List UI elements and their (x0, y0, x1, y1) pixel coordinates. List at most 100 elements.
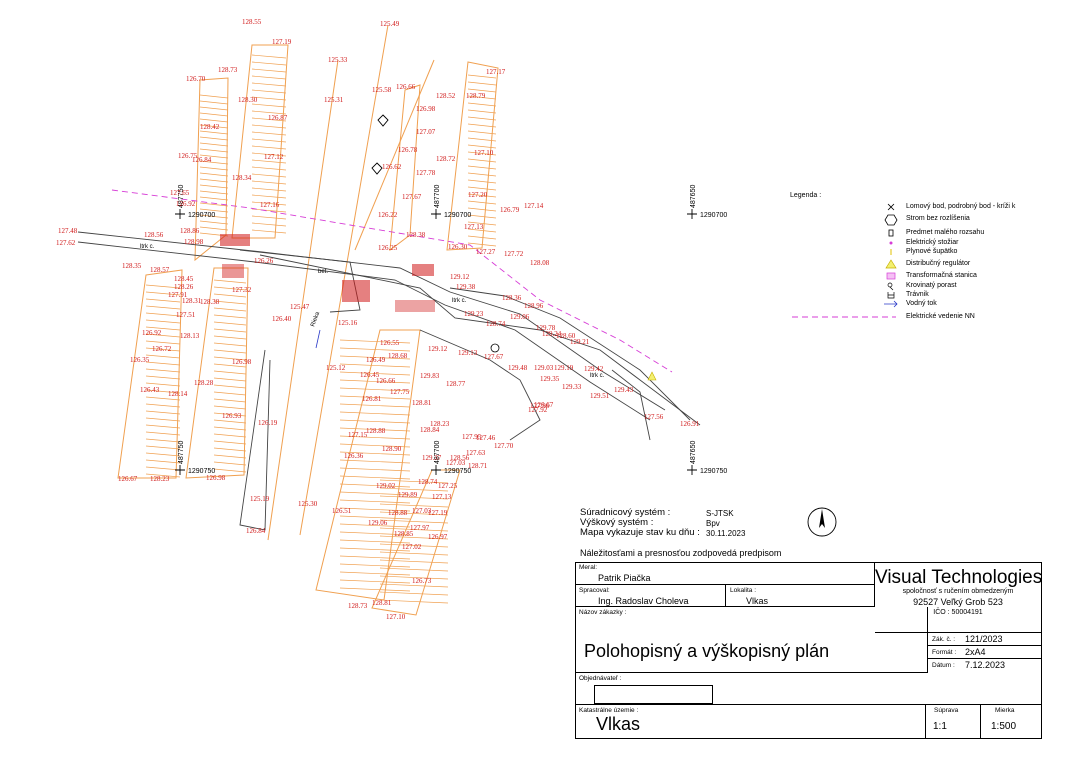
hatch-line (199, 106, 229, 111)
hatch-line (199, 100, 229, 105)
hatch-line (145, 298, 181, 303)
spot-height-label: 126.26 (254, 257, 274, 265)
hatch-line (251, 75, 287, 80)
spot-height-label: 129.03 (534, 364, 554, 372)
hatch-line (339, 387, 411, 392)
spot-height-label: 125.58 (372, 86, 392, 94)
spot-height-label: 129.35 (540, 375, 560, 383)
spot-height-label: 128.73 (218, 66, 238, 74)
electric-pole-icon (884, 238, 898, 248)
spot-heights: 128.55 127.19 125.49 125.33 128.73 126.70 128.… (56, 18, 700, 621)
spot-height-label: 128.74 (418, 478, 438, 486)
legend-label: Transformačná stanica (906, 272, 977, 279)
hatch-line (467, 228, 497, 233)
spot-height-label: 126.91 (680, 420, 700, 428)
hatch-line (213, 349, 247, 354)
tree-hexagon-icon (377, 114, 389, 127)
hatch-line (339, 355, 411, 360)
hatch-line (145, 473, 181, 478)
grid-x-label: 487650 (690, 441, 697, 464)
hatch-line (467, 151, 497, 156)
road-edge (259, 254, 701, 426)
hatch-line (467, 137, 497, 142)
hatch-line (213, 461, 247, 466)
hatch-line (213, 454, 247, 459)
spracoval-cell: Spracoval: Ing. Radoslav Choleva (576, 585, 726, 607)
spot-height-label: 127.62 (56, 239, 76, 247)
spot-height-label: 125.16 (338, 319, 358, 327)
spot-height-label: 128.56 (450, 454, 470, 462)
spot-height-label: 128.84 (420, 426, 440, 434)
spot-height-label: 128.13 (180, 332, 200, 340)
legend-item: Transformačná stanica (790, 271, 1030, 281)
grid-cross-icon (175, 209, 185, 219)
spot-height-label: 128.38 (200, 298, 220, 306)
hatch-line (339, 371, 411, 376)
spot-height-label: 128.57 (150, 266, 170, 274)
spot-height-label: 128.23 (430, 420, 450, 428)
spot-height-label: 126.92 (142, 329, 162, 337)
hatch-line (379, 551, 449, 556)
hatch-line (339, 443, 411, 448)
hatch-line (199, 166, 229, 171)
spot-height-label: 125.31 (324, 96, 344, 104)
map-annotations: ltrk c. bet. ltrk c. ltrk c. Rieka (140, 244, 605, 379)
legend-label: Strom bez rozlíšenia (906, 215, 970, 222)
spot-height-label: 129.89 (398, 491, 418, 499)
spot-height-label: 128.34 (232, 174, 252, 182)
spot-height-label: 126.45 (360, 371, 380, 379)
hatch-line (145, 452, 181, 457)
hatch-line (251, 96, 287, 101)
lokalita-cell: Lokalita : Vlkas (726, 585, 875, 607)
hatch-line (251, 187, 287, 192)
hatch-line (379, 591, 449, 596)
spot-height-label: 127.10 (474, 149, 494, 157)
hatch-line (213, 426, 247, 431)
spot-height-label: 129.02 (376, 482, 396, 490)
hatch-line (145, 424, 181, 429)
spot-height-label: 128.56 (144, 231, 164, 239)
spot-height-label: 126.87 (268, 114, 288, 122)
hatch-line (251, 82, 287, 87)
datum-cell: Dátum : 7.12.2023 (928, 659, 1041, 673)
spot-height-label: 127.03 (412, 507, 432, 515)
hatch-line (251, 215, 287, 220)
hatch-line (199, 172, 229, 177)
hatch-line (213, 363, 247, 368)
spot-height-label: 126.97 (428, 533, 448, 541)
spot-height-label: 128.60 (556, 332, 576, 340)
hatch-line (199, 94, 229, 99)
hatch-line (251, 131, 287, 136)
spot-height-label: 126.25 (378, 244, 398, 252)
datum-value: 7.12.2023 (965, 660, 1006, 670)
spot-height-label: 126.30 (448, 243, 468, 251)
spot-height-label: 126.79 (500, 206, 520, 214)
spot-height-label: 128.08 (530, 259, 550, 267)
spot-height-label: 127.19 (428, 509, 448, 517)
hatch-line (339, 491, 411, 496)
spot-height-label: 127.10 (386, 613, 406, 621)
spot-height-label: 127.12 (264, 153, 284, 161)
spot-height-label: 128.88 (388, 509, 408, 517)
hatch-line (145, 340, 181, 345)
spot-height-label: 127.95 (462, 433, 482, 441)
hatch-line (251, 138, 287, 143)
grid-cross-icon (431, 209, 441, 219)
hatch-line (199, 118, 229, 123)
legend-label: Vodný tok (906, 300, 937, 307)
hatch-line (213, 342, 247, 347)
hatch-line (145, 417, 181, 422)
spot-height-label: 128.52 (436, 92, 456, 100)
spot-height-label: 127.56 (644, 413, 664, 421)
hatch-line (199, 112, 229, 117)
hatch-line (467, 200, 497, 205)
suprava-cell: Súprava 1:1 (926, 705, 981, 738)
spot-height-label: 127.15 (348, 431, 368, 439)
spot-height-label: 126.98 (416, 105, 436, 113)
spot-height-label: 126.75 (178, 152, 198, 160)
spot-height-label: 126.67 (118, 475, 138, 483)
spot-height-label: 128.79 (466, 92, 486, 100)
spot-height-label: 127.03 (446, 459, 466, 467)
cross-point-icon (884, 202, 898, 212)
legend-item: Elektrické vedenie NN (790, 312, 1030, 322)
